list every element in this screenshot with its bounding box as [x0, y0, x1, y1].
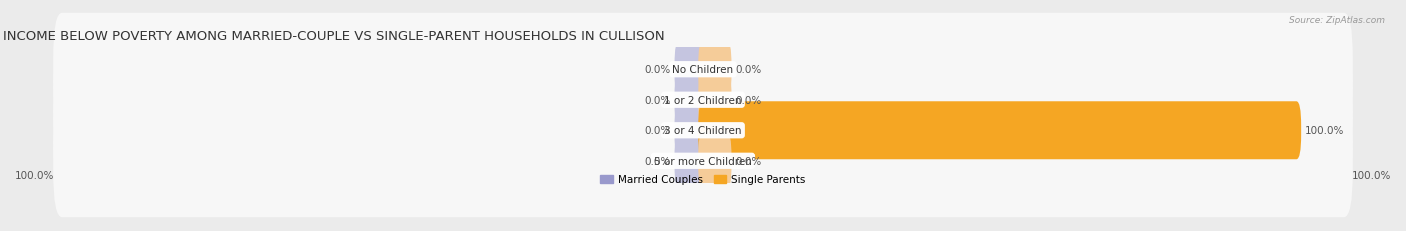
Text: 100.0%: 100.0% — [1353, 170, 1392, 180]
Text: 100.0%: 100.0% — [1305, 126, 1344, 136]
FancyBboxPatch shape — [53, 14, 1353, 126]
FancyBboxPatch shape — [675, 71, 707, 129]
Text: 0.0%: 0.0% — [735, 156, 762, 166]
Text: 0.0%: 0.0% — [644, 65, 671, 75]
Text: No Children: No Children — [672, 65, 734, 75]
FancyBboxPatch shape — [675, 102, 707, 160]
FancyBboxPatch shape — [699, 132, 731, 190]
Text: 0.0%: 0.0% — [644, 95, 671, 105]
Text: 0.0%: 0.0% — [644, 126, 671, 136]
FancyBboxPatch shape — [699, 41, 731, 99]
FancyBboxPatch shape — [675, 132, 707, 190]
Text: 0.0%: 0.0% — [735, 95, 762, 105]
FancyBboxPatch shape — [53, 105, 1353, 217]
Text: 0.0%: 0.0% — [735, 65, 762, 75]
Text: 5 or more Children: 5 or more Children — [654, 156, 752, 166]
Text: 0.0%: 0.0% — [644, 156, 671, 166]
FancyBboxPatch shape — [699, 71, 731, 129]
Text: INCOME BELOW POVERTY AMONG MARRIED-COUPLE VS SINGLE-PARENT HOUSEHOLDS IN CULLISO: INCOME BELOW POVERTY AMONG MARRIED-COUPL… — [3, 30, 665, 43]
Legend: Married Couples, Single Parents: Married Couples, Single Parents — [600, 175, 806, 185]
FancyBboxPatch shape — [53, 44, 1353, 157]
Text: Source: ZipAtlas.com: Source: ZipAtlas.com — [1289, 16, 1385, 25]
FancyBboxPatch shape — [699, 102, 1301, 160]
Text: 1 or 2 Children: 1 or 2 Children — [664, 95, 742, 105]
Text: 100.0%: 100.0% — [14, 170, 53, 180]
FancyBboxPatch shape — [675, 41, 707, 99]
Text: 3 or 4 Children: 3 or 4 Children — [664, 126, 742, 136]
FancyBboxPatch shape — [53, 74, 1353, 187]
